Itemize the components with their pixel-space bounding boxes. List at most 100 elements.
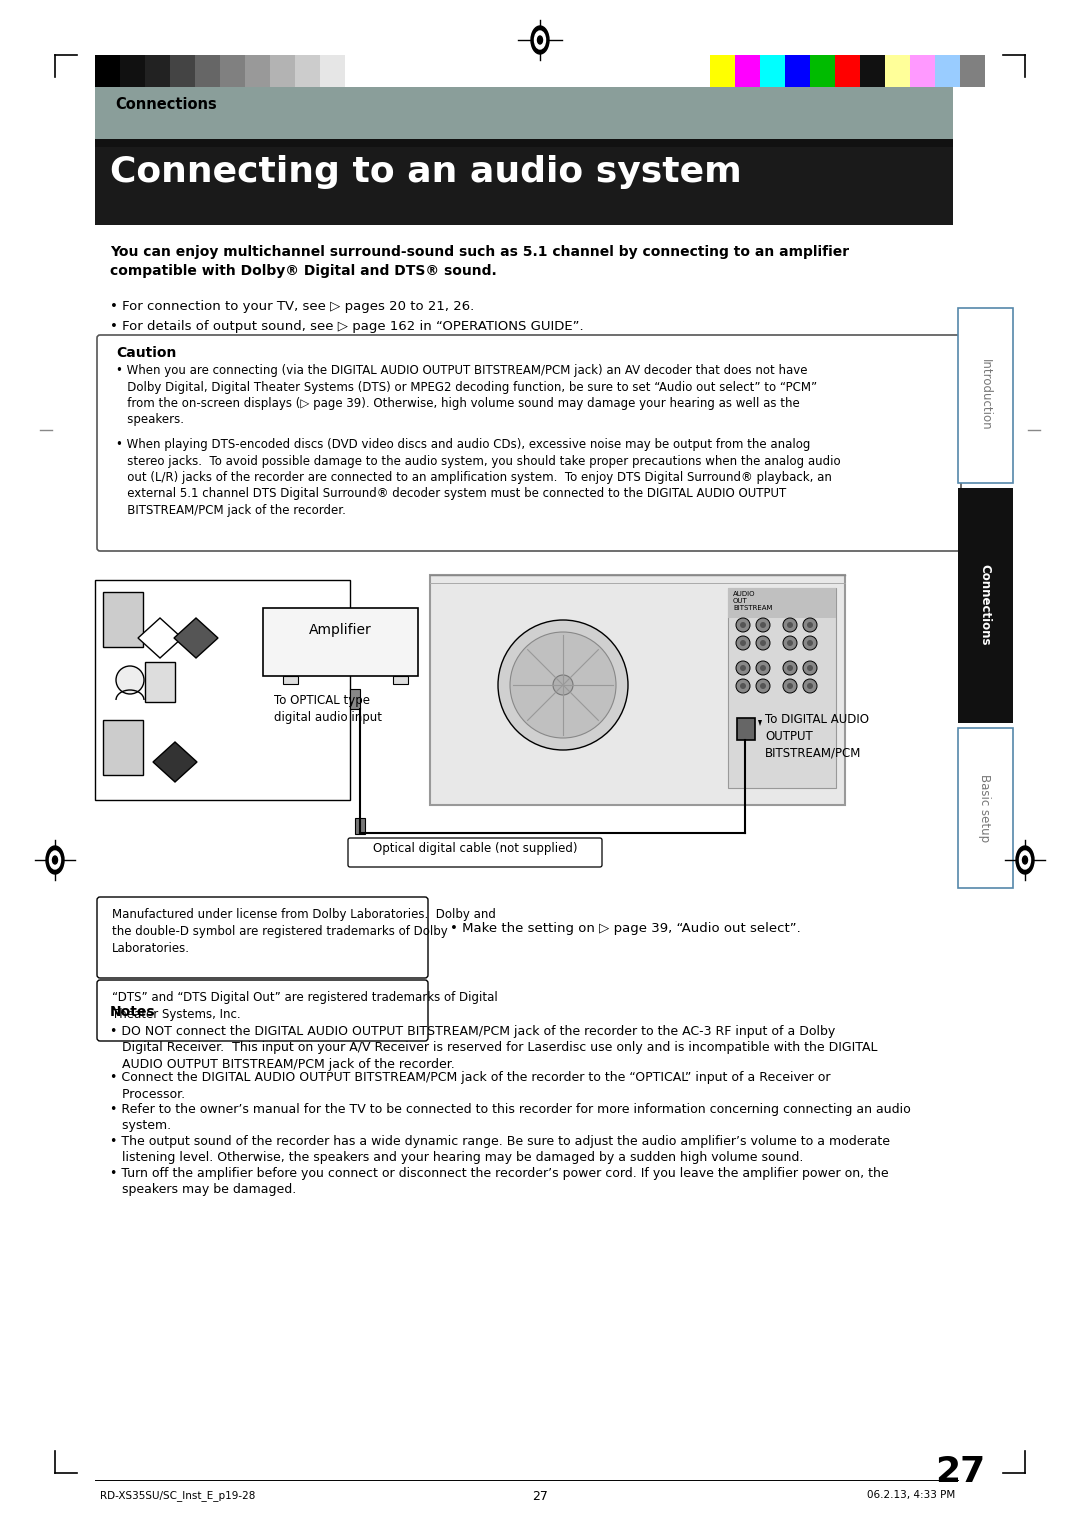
Circle shape <box>735 617 750 633</box>
Ellipse shape <box>1020 851 1030 869</box>
FancyBboxPatch shape <box>97 979 428 1041</box>
Text: Connections: Connections <box>978 564 991 646</box>
Ellipse shape <box>531 26 549 53</box>
Circle shape <box>740 640 746 646</box>
Bar <box>170 55 195 87</box>
Circle shape <box>783 617 797 633</box>
Text: • When playing DTS-encoded discs (DVD video discs and audio CDs), excessive nois: • When playing DTS-encoded discs (DVD vi… <box>116 439 840 516</box>
Circle shape <box>553 675 573 695</box>
Circle shape <box>756 636 770 649</box>
Bar <box>958 309 1013 483</box>
Text: Introduction: Introduction <box>978 359 991 431</box>
Ellipse shape <box>1016 847 1034 874</box>
Text: To DIGITAL AUDIO
OUTPUT
BITSTREAM/PCM: To DIGITAL AUDIO OUTPUT BITSTREAM/PCM <box>765 714 869 759</box>
Circle shape <box>735 678 750 694</box>
Bar <box>95 139 953 147</box>
Circle shape <box>760 683 766 689</box>
Text: Connections: Connections <box>114 96 217 112</box>
Text: Amplifier: Amplifier <box>309 623 372 637</box>
Circle shape <box>756 678 770 694</box>
Bar <box>264 608 418 675</box>
Circle shape <box>760 640 766 646</box>
Circle shape <box>116 666 144 694</box>
Circle shape <box>783 636 797 649</box>
Circle shape <box>787 665 793 671</box>
Ellipse shape <box>535 31 545 49</box>
Polygon shape <box>138 617 183 659</box>
Bar <box>960 55 985 87</box>
FancyBboxPatch shape <box>97 335 961 552</box>
Text: Connecting to an audio system: Connecting to an audio system <box>110 154 742 189</box>
Text: You can enjoy multichannel surround-sound such as 5.1 channel by connecting to a: You can enjoy multichannel surround-soun… <box>110 244 849 278</box>
Circle shape <box>740 622 746 628</box>
Bar <box>345 55 370 87</box>
Ellipse shape <box>53 856 57 863</box>
Text: • When you are connecting (via the DIGITAL AUDIO OUTPUT BITSTREAM/PCM jack) an A: • When you are connecting (via the DIGIT… <box>116 364 818 426</box>
Circle shape <box>498 620 627 750</box>
Circle shape <box>807 665 813 671</box>
Bar <box>355 817 365 834</box>
Text: • The output sound of the recorder has a wide dynamic range. Be sure to adjust t: • The output sound of the recorder has a… <box>110 1135 890 1164</box>
FancyBboxPatch shape <box>97 897 428 978</box>
Circle shape <box>760 665 766 671</box>
Bar <box>103 591 143 646</box>
Text: 27: 27 <box>532 1490 548 1504</box>
Text: • Turn off the amplifier before you connect or disconnect the recorder’s power c: • Turn off the amplifier before you conn… <box>110 1167 889 1196</box>
Bar <box>835 55 860 87</box>
Circle shape <box>787 640 793 646</box>
Bar <box>935 55 960 87</box>
Text: Manufactured under license from Dolby Laboratories.  Dolby and
the double-D symb: Manufactured under license from Dolby La… <box>112 908 496 955</box>
Circle shape <box>804 617 816 633</box>
Circle shape <box>735 662 750 675</box>
Bar <box>95 87 953 139</box>
Bar <box>860 55 885 87</box>
Bar <box>785 55 810 87</box>
Bar <box>958 727 1013 888</box>
Text: “DTS” and “DTS Digital Out” are registered trademarks of Digital
Theater Systems: “DTS” and “DTS Digital Out” are register… <box>112 992 498 1021</box>
Polygon shape <box>758 720 762 726</box>
Bar <box>735 55 760 87</box>
Bar <box>910 55 935 87</box>
Circle shape <box>787 622 793 628</box>
Text: Basic setup: Basic setup <box>978 775 991 842</box>
Bar <box>145 55 170 87</box>
Text: • For details of output sound, see ▷ page 162 in “OPERATIONS GUIDE”.: • For details of output sound, see ▷ pag… <box>110 319 583 333</box>
Bar <box>710 55 735 87</box>
Bar <box>145 662 175 701</box>
Circle shape <box>804 678 816 694</box>
Bar <box>728 588 836 788</box>
Circle shape <box>740 665 746 671</box>
Bar <box>728 588 836 617</box>
Circle shape <box>807 640 813 646</box>
Ellipse shape <box>1023 856 1027 863</box>
Bar <box>120 55 145 87</box>
Bar <box>320 55 345 87</box>
Text: • Refer to the owner’s manual for the TV to be connected to this recorder for mo: • Refer to the owner’s manual for the TV… <box>110 1103 910 1132</box>
Bar <box>245 55 270 87</box>
Bar <box>885 55 910 87</box>
Text: RD-XS35SU/SC_Inst_E_p19-28: RD-XS35SU/SC_Inst_E_p19-28 <box>100 1490 255 1500</box>
Circle shape <box>804 662 816 675</box>
FancyBboxPatch shape <box>348 837 602 866</box>
Bar <box>103 720 143 775</box>
Text: • Connect the DIGITAL AUDIO OUTPUT BITSTREAM/PCM jack of the recorder to the “OP: • Connect the DIGITAL AUDIO OUTPUT BITST… <box>110 1071 831 1100</box>
Circle shape <box>807 622 813 628</box>
Text: • For connection to your TV, see ▷ pages 20 to 21, 26.: • For connection to your TV, see ▷ pages… <box>110 299 474 313</box>
Circle shape <box>510 633 616 738</box>
Ellipse shape <box>538 37 542 44</box>
Text: Caution: Caution <box>116 345 176 361</box>
Ellipse shape <box>50 851 60 869</box>
Bar <box>283 675 298 685</box>
Circle shape <box>756 617 770 633</box>
Bar <box>810 55 835 87</box>
Bar <box>195 55 220 87</box>
Bar <box>95 55 120 87</box>
Circle shape <box>735 636 750 649</box>
Circle shape <box>760 622 766 628</box>
Circle shape <box>740 683 746 689</box>
Circle shape <box>783 662 797 675</box>
Bar <box>393 675 408 685</box>
Circle shape <box>804 636 816 649</box>
Text: • DO NOT connect the DIGITAL AUDIO OUTPUT BITSTREAM/PCM jack of the recorder to : • DO NOT connect the DIGITAL AUDIO OUTPU… <box>110 1025 877 1071</box>
Bar <box>350 689 360 709</box>
